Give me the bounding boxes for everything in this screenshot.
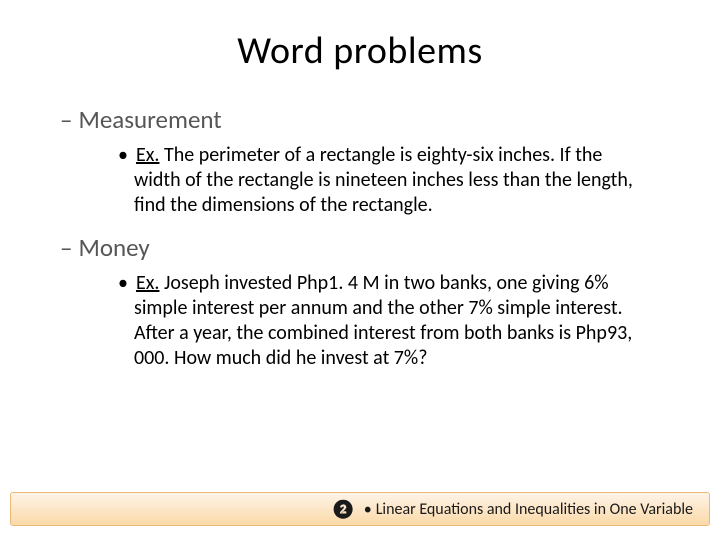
bullet-icon: • [118,143,128,167]
slide-title: Word problems [50,28,670,74]
example-body: Joseph invested Php1. 4 M in two banks, … [134,271,632,370]
section-heading-label: Measurement [78,104,221,135]
section-heading-measurement: –Measurement [60,104,670,135]
footer-bar: ❷ • Linear Equations and Inequalities in… [10,492,710,526]
slide: Word problems –Measurement •Ex. The peri… [0,0,720,540]
section-heading-money: –Money [60,232,670,263]
dash-icon: – [60,104,72,135]
footer-text: Linear Equations and Inequalities in One… [376,500,693,519]
example-label: Ex. [136,271,159,295]
circled-two-icon: ❷ [330,498,355,521]
example-body: The perimeter of a rectangle is eighty-s… [134,143,633,217]
section-heading-label: Money [78,232,149,263]
example-label: Ex. [136,143,159,167]
footer-separator: • [364,500,372,519]
example-text: • Ex. Joseph invested Php1. 4 M in two ba… [118,271,650,371]
example-text: • Ex. The perimeter of a rectangle is eig… [118,143,650,218]
dash-icon: – [60,232,72,263]
bullet-icon: • [118,271,128,295]
